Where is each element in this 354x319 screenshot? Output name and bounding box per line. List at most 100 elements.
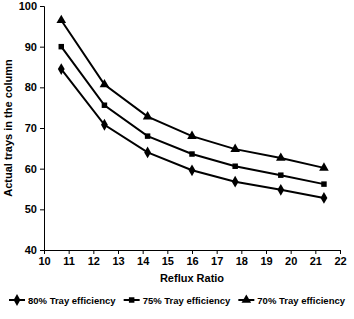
- series-line: [61, 69, 324, 198]
- marker: [58, 63, 65, 75]
- tick-mark: [143, 250, 144, 254]
- legend-item: 70% Tray efficiency: [238, 294, 345, 305]
- tick-label: 40: [25, 244, 37, 256]
- tick: 18: [236, 250, 248, 267]
- marker: [189, 164, 196, 176]
- tick-label: 15: [162, 255, 174, 267]
- tick: 20: [285, 250, 297, 267]
- tick-label: 16: [186, 255, 198, 267]
- tick-mark: [291, 250, 292, 254]
- tick: 11: [63, 250, 75, 267]
- tick-label: 70: [25, 122, 37, 134]
- legend-marker: [242, 294, 252, 302]
- y-axis: 40 50 60 70 80 90 100: [19, 0, 45, 256]
- marker: [144, 147, 151, 159]
- marker: [278, 172, 283, 177]
- marker: [100, 79, 110, 87]
- tick-label: 11: [63, 255, 75, 267]
- tick-mark: [167, 250, 168, 254]
- tick-label: 90: [25, 41, 37, 53]
- tick: 90: [25, 41, 44, 53]
- tick: 80: [25, 81, 44, 93]
- series-line: [61, 20, 324, 168]
- tick: 100: [19, 0, 44, 12]
- tick: 13: [112, 250, 124, 267]
- tick: 10: [38, 250, 50, 267]
- tick-mark: [217, 250, 218, 254]
- tick-label: 80: [25, 81, 37, 93]
- marker: [319, 162, 329, 170]
- marker: [277, 184, 284, 196]
- tick: 19: [260, 250, 272, 267]
- marker: [145, 133, 150, 138]
- tick-mark: [40, 87, 44, 88]
- tick: 60: [25, 163, 44, 175]
- tick: 17: [211, 250, 223, 267]
- marker: [143, 111, 153, 119]
- marker: [230, 144, 240, 152]
- tick: 12: [88, 250, 100, 267]
- tick-mark: [69, 250, 70, 254]
- tick-mark: [40, 209, 44, 210]
- tick-label: 19: [260, 255, 272, 267]
- marker: [187, 131, 197, 139]
- tick: 15: [162, 250, 174, 267]
- tick: 50: [25, 203, 44, 215]
- tick-mark: [40, 250, 44, 251]
- tick-label: 12: [88, 255, 100, 267]
- tick-label: 21: [310, 255, 322, 267]
- marker: [321, 181, 326, 186]
- marks: [56, 15, 328, 204]
- axis-line: [45, 251, 341, 255]
- marker: [232, 163, 237, 168]
- tick-label: 17: [211, 255, 223, 267]
- legend-marker: [14, 294, 21, 306]
- tick-mark: [315, 250, 316, 254]
- tick-mark: [118, 250, 119, 254]
- tick-mark: [40, 128, 44, 129]
- tick: 14: [137, 250, 150, 267]
- plot: 10 11 12 13 14 15 16 17 18 19 20 21 22 40 50 60 70 80 90 10…: [19, 0, 347, 267]
- tick-label: 60: [25, 163, 37, 175]
- tick: 22: [334, 250, 346, 267]
- tick-label: 20: [285, 255, 297, 267]
- marker: [232, 176, 239, 188]
- series-line: [61, 47, 324, 184]
- legend-item: 75% Tray efficiency: [124, 295, 231, 306]
- tick-label: 22: [334, 255, 346, 267]
- marker: [59, 44, 64, 49]
- tick-mark: [93, 250, 94, 254]
- tick-mark: [40, 47, 44, 48]
- tick-label: 18: [236, 255, 248, 267]
- marker: [102, 102, 107, 107]
- tick: 70: [25, 122, 44, 134]
- tick-mark: [266, 250, 267, 254]
- x-axis-title: Reflux Ratio: [160, 272, 224, 284]
- x-axis: 10 11 12 13 14 15 16 17 18 19 20 21 22: [38, 250, 346, 267]
- tick-mark: [192, 250, 193, 254]
- tick-label: 100: [19, 0, 37, 12]
- legend-marker: [129, 297, 134, 302]
- legend-label: 80% Tray efficiency: [28, 295, 116, 306]
- tick-label: 50: [25, 203, 37, 215]
- legend-item: 80% Tray efficiency: [9, 294, 116, 306]
- legend-label: 75% Tray efficiency: [143, 295, 231, 306]
- legend: 80% Tray efficiency 75% Tray efficiency 70…: [9, 294, 346, 306]
- legend-label: 70% Tray efficiency: [257, 295, 345, 306]
- y-axis-title: Actual trays in the column: [2, 59, 14, 197]
- tick-label: 14: [137, 255, 150, 267]
- axis-line: [40, 7, 45, 251]
- tick-mark: [40, 6, 44, 7]
- tick: 16: [186, 250, 198, 267]
- marker: [189, 151, 194, 156]
- marker: [321, 192, 328, 204]
- tick: 21: [310, 250, 322, 267]
- tick-mark: [40, 169, 44, 170]
- marker: [276, 153, 286, 161]
- tick-label: 10: [38, 255, 50, 267]
- tick-label: 13: [112, 255, 124, 267]
- tick-mark: [340, 250, 341, 254]
- tick: 40: [25, 244, 44, 256]
- chart: 10 11 12 13 14 15 16 17 18 19 20 21 22 40 50 60 70 80 90 10…: [0, 0, 354, 319]
- marker: [101, 119, 108, 131]
